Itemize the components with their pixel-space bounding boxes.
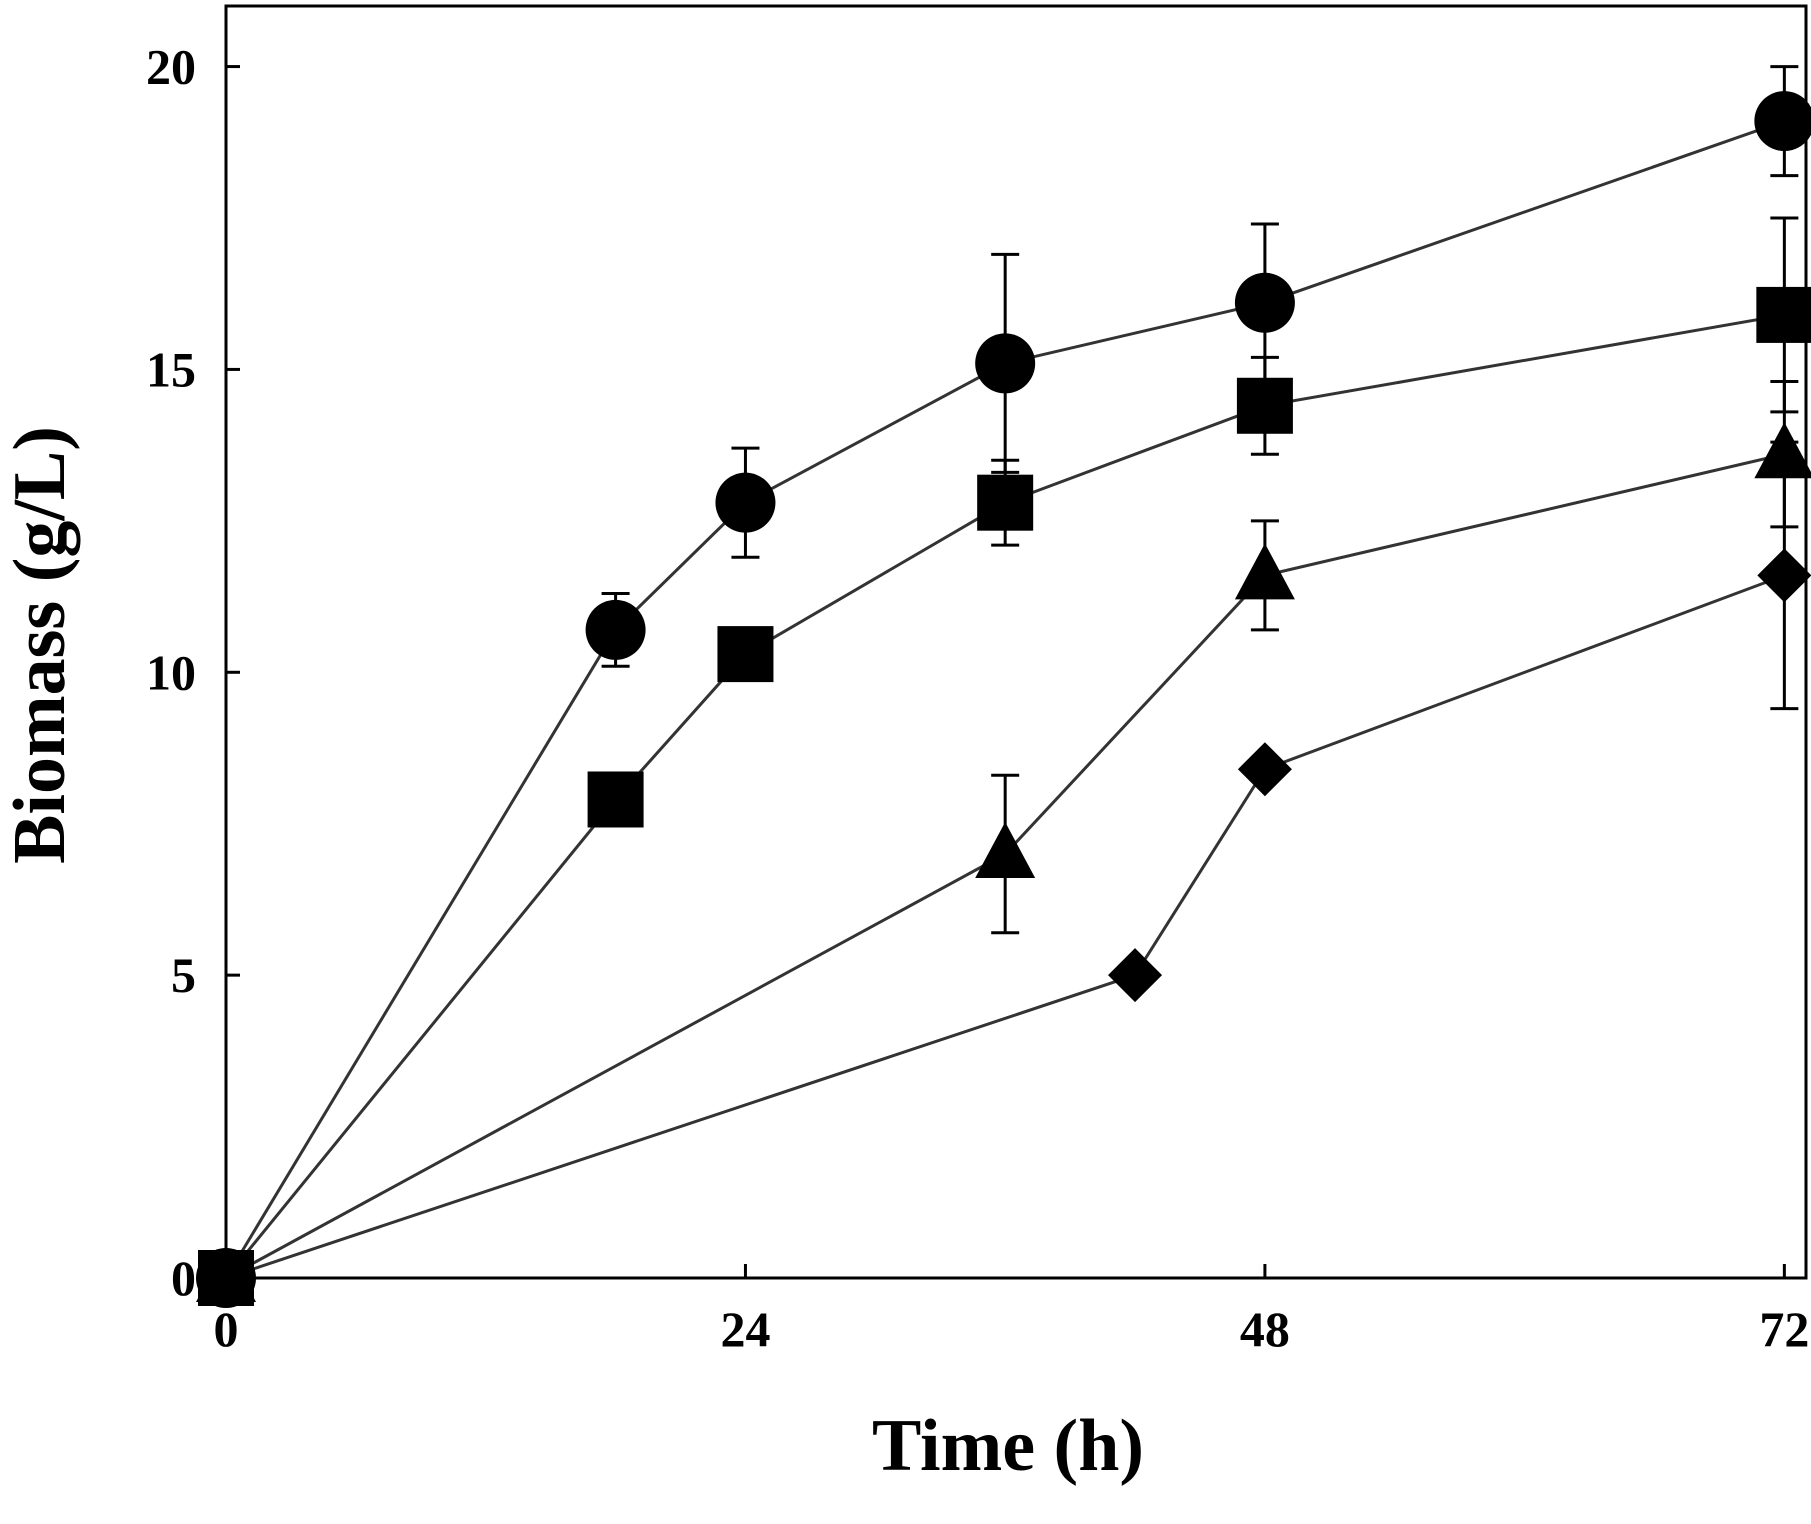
marker-circle-18 [585,599,646,660]
marker-circle-48 [1234,272,1295,333]
marker-square-36 [977,474,1034,531]
marker-triangle-72 [1754,422,1811,479]
x-tick-label-72: 72 [1759,1301,1809,1357]
marker-circle-36 [975,333,1036,394]
marker-square-72 [1756,286,1811,343]
series-line-diamond [225,573,1785,1280]
marker-diamond-0 [199,1251,253,1305]
marker-triangle-36 [975,822,1036,878]
x-tick-label-24: 24 [720,1301,770,1357]
marker-triangle-48 [1234,543,1295,600]
y-tick-label-20: 20 [146,39,196,95]
marker-square-18 [587,771,644,828]
series-line-square [224,313,1785,1279]
x-tick-label-0: 0 [214,1301,239,1357]
x-axis-title: Time (h) [872,1405,1144,1487]
marker-square-48 [1236,377,1293,434]
marker-circle-24 [715,472,776,533]
x-tick-label-48: 48 [1240,1301,1290,1357]
plot-frame [224,4,1808,1280]
y-tick-label-5: 5 [171,947,196,1003]
marker-square-24 [717,626,774,683]
y-axis-title: Biomass (g/L) [0,426,81,864]
y-tick-label-15: 15 [146,341,196,397]
marker-diamond-48 [1237,742,1292,797]
y-tick-label-10: 10 [146,644,196,700]
marker-diamond-72 [1757,548,1811,603]
series-line-triangle [225,452,1785,1280]
marker-circle-72 [1754,91,1811,152]
marker-diamond-42 [1108,948,1163,1003]
y-tick-label-0: 0 [171,1250,196,1306]
series-line-circle [224,119,1785,1279]
